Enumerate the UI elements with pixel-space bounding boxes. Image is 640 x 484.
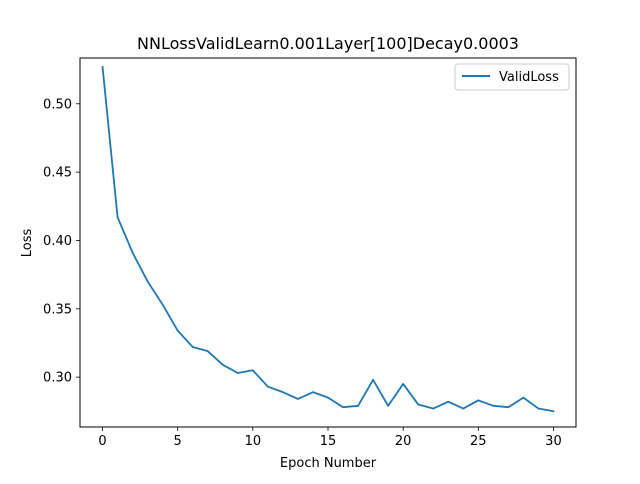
data-point [297,398,299,400]
data-point [327,396,329,399]
data-point [372,378,374,381]
data-point [522,396,525,399]
y-tick-label: 0.30 [43,371,72,386]
data-point [417,403,420,406]
data-point [221,363,224,366]
x-tick-label: 25 [470,434,487,449]
data-point [116,216,119,219]
y-tick-label: 0.40 [43,234,72,249]
x-tick-label: 10 [245,434,262,449]
y-axis-label: Loss [20,229,35,258]
x-tick-label: 5 [174,434,182,449]
legend: ValidLoss [454,63,570,91]
data-point [312,391,314,394]
ticks-layer: 0 5 10 15 20 25 30 0.30 0.35 0.40 0.45 0.50 [43,97,562,449]
x-tick-label: 20 [395,434,412,449]
y-tick-label: 0.35 [43,302,72,317]
y-tick-label: 0.45 [43,166,72,181]
plot-frame [79,57,577,428]
data-point [387,404,390,407]
data-point [251,369,254,372]
data-point [432,407,435,410]
data-point [402,383,405,385]
data-point [507,406,510,409]
data-point [342,406,344,409]
y-tick-label: 0.50 [43,97,72,112]
data-point [552,410,555,413]
data-point [477,399,480,402]
data-point [176,329,179,332]
data-point [131,251,134,254]
data-point [146,280,149,283]
data-point [492,404,495,407]
data-point [191,346,194,348]
x-tick-label: 30 [545,434,562,449]
legend-box [454,63,570,91]
x-axis-label: Epoch Number [280,456,377,471]
data-point [357,404,359,407]
data-point [206,350,209,353]
series-layer [101,65,555,413]
data-point [537,407,540,410]
legend-label: ValidLoss [499,70,559,85]
data-point [447,400,450,403]
data-point [161,303,164,306]
data-point [236,372,239,374]
data-point [266,385,269,388]
data-point [282,391,284,394]
data-point [101,65,104,68]
chart-title: NNLossValidLearn0.001Layer[100]Decay0.00… [137,34,519,53]
x-tick-label: 15 [320,434,337,449]
data-point [462,407,465,410]
x-tick-label: 0 [98,434,106,449]
